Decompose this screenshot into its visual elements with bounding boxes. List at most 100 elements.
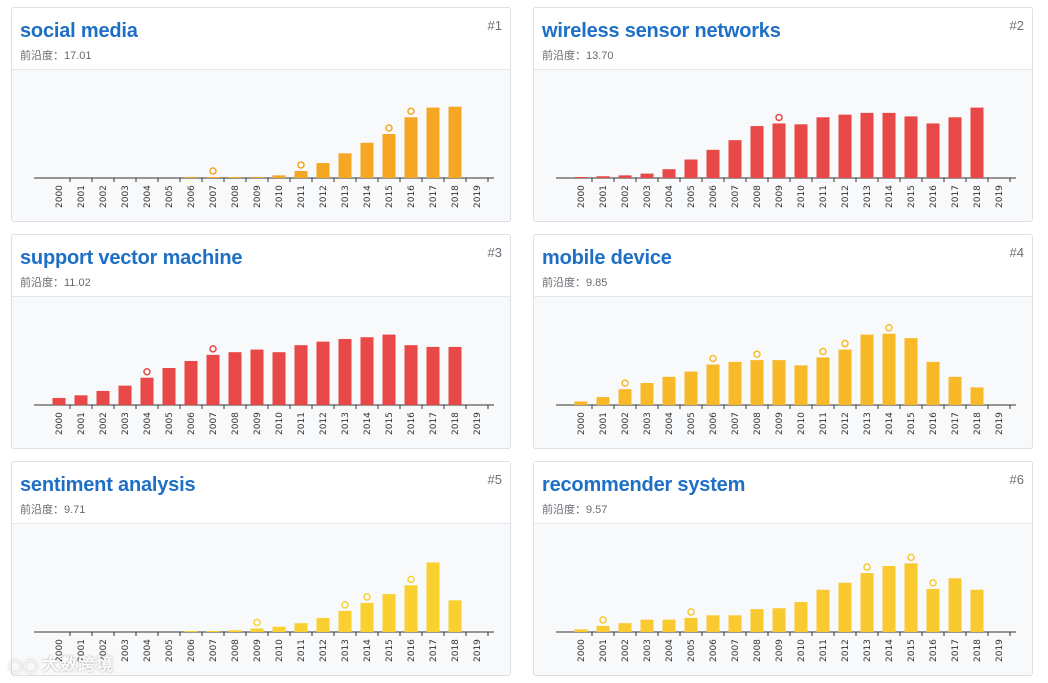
bar-2018[interactable]	[970, 387, 984, 405]
bar-2014[interactable]	[360, 602, 374, 632]
bar-2018[interactable]	[970, 589, 984, 632]
marker-2013[interactable]	[341, 601, 349, 609]
bar-2009[interactable]	[772, 360, 786, 405]
bar-2017[interactable]	[948, 117, 962, 178]
bar-2008[interactable]	[750, 360, 764, 405]
chart-title[interactable]: sentiment analysis	[20, 474, 196, 496]
bar-2015[interactable]	[904, 338, 918, 405]
bar-2004[interactable]	[662, 376, 676, 405]
bar-2000[interactable]	[52, 397, 66, 405]
marker-2012[interactable]	[841, 339, 849, 348]
bar-2006[interactable]	[184, 631, 198, 632]
bar-2016[interactable]	[926, 588, 940, 632]
bar-2008[interactable]	[750, 126, 764, 178]
chart-card[interactable]: sentiment analysis 前沿度：9.71 #5 2000 2001 2002…	[11, 461, 511, 676]
marker-2008[interactable]	[753, 350, 761, 358]
bar-2007[interactable]	[206, 631, 220, 632]
bar-2015[interactable]	[382, 134, 396, 178]
marker-2016[interactable]	[407, 575, 415, 584]
marker-2005[interactable]	[687, 608, 695, 616]
chart-title[interactable]: social media	[20, 20, 138, 42]
bar-2007[interactable]	[206, 177, 220, 178]
bar-2003[interactable]	[640, 619, 654, 632]
marker-2007[interactable]	[209, 345, 217, 353]
marker-2009[interactable]	[253, 618, 261, 627]
chart-card[interactable]: social media 前沿度：17.01 #1 2000 2001 2002 2003 2…	[11, 7, 511, 222]
bar-2018[interactable]	[448, 346, 462, 405]
bar-2012[interactable]	[316, 341, 330, 405]
bar-2015[interactable]	[904, 116, 918, 178]
bar-2010[interactable]	[272, 626, 286, 632]
marker-2015[interactable]	[907, 553, 915, 562]
bar-2008[interactable]	[228, 630, 242, 632]
bar-2002[interactable]	[618, 623, 632, 632]
chart-card[interactable]: wireless sensor networks 前沿度：13.70 #2 2000 2…	[533, 7, 1033, 222]
bar-2005[interactable]	[684, 159, 698, 178]
bar-2002[interactable]	[618, 389, 632, 405]
marker-2016[interactable]	[929, 579, 937, 587]
bar-2012[interactable]	[838, 114, 852, 178]
chart-title[interactable]: support vector machine	[20, 247, 243, 269]
marker-2014[interactable]	[885, 323, 893, 332]
marker-2004[interactable]	[143, 367, 151, 376]
bar-2006[interactable]	[706, 364, 720, 405]
chart-title[interactable]: recommender system	[542, 474, 746, 496]
bar-2016[interactable]	[404, 585, 418, 632]
bar-2014[interactable]	[360, 142, 374, 178]
bar-2013[interactable]	[338, 610, 352, 632]
bar-2007[interactable]	[206, 354, 220, 405]
bar-2017[interactable]	[426, 562, 440, 632]
bar-2004[interactable]	[662, 619, 676, 632]
bar-2005[interactable]	[684, 617, 698, 632]
bar-2003[interactable]	[640, 173, 654, 178]
bar-2000[interactable]	[574, 401, 588, 405]
bar-2014[interactable]	[882, 333, 896, 405]
bar-2018[interactable]	[970, 107, 984, 178]
bar-2011[interactable]	[294, 623, 308, 632]
bar-2015[interactable]	[382, 594, 396, 632]
bar-2003[interactable]	[118, 385, 132, 405]
bar-2005[interactable]	[162, 368, 176, 405]
bar-2013[interactable]	[338, 153, 352, 178]
bar-2017[interactable]	[426, 346, 440, 405]
bar-2018[interactable]	[448, 106, 462, 178]
marker-2011[interactable]	[297, 161, 305, 169]
marker-2009[interactable]	[775, 113, 783, 122]
marker-2013[interactable]	[863, 563, 871, 571]
bar-2018[interactable]	[448, 600, 462, 632]
bar-2001[interactable]	[596, 625, 610, 632]
bar-2012[interactable]	[316, 617, 330, 632]
bar-2006[interactable]	[706, 149, 720, 178]
marker-2001[interactable]	[599, 616, 607, 624]
marker-2014[interactable]	[363, 593, 371, 601]
chart-title[interactable]: wireless sensor networks	[542, 20, 781, 42]
bar-2007[interactable]	[728, 361, 742, 405]
bar-2011[interactable]	[816, 117, 830, 178]
bar-2009[interactable]	[772, 123, 786, 178]
marker-2015[interactable]	[385, 124, 393, 132]
bar-2013[interactable]	[860, 334, 874, 405]
bar-2016[interactable]	[926, 361, 940, 405]
bar-2016[interactable]	[404, 117, 418, 178]
bar-2011[interactable]	[294, 345, 308, 405]
chart-title[interactable]: mobile device	[542, 247, 672, 269]
bar-2011[interactable]	[294, 170, 308, 178]
bar-2005[interactable]	[684, 371, 698, 405]
bar-2008[interactable]	[228, 177, 242, 178]
bar-2013[interactable]	[860, 573, 874, 632]
bar-2008[interactable]	[228, 352, 242, 405]
bar-2009[interactable]	[250, 177, 264, 178]
bar-2001[interactable]	[74, 395, 88, 405]
bar-2006[interactable]	[184, 361, 198, 405]
bar-2001[interactable]	[596, 397, 610, 405]
bar-2011[interactable]	[816, 357, 830, 405]
bar-2012[interactable]	[838, 582, 852, 632]
marker-2016[interactable]	[407, 107, 415, 116]
bar-2001[interactable]	[596, 176, 610, 178]
bar-2010[interactable]	[794, 124, 808, 178]
bar-2010[interactable]	[272, 352, 286, 405]
bar-2010[interactable]	[794, 602, 808, 632]
chart-card[interactable]: recommender system 前沿度：9.57 #6 2000 2001 2002…	[533, 461, 1033, 676]
bar-2014[interactable]	[882, 566, 896, 632]
marker-2007[interactable]	[209, 167, 217, 175]
